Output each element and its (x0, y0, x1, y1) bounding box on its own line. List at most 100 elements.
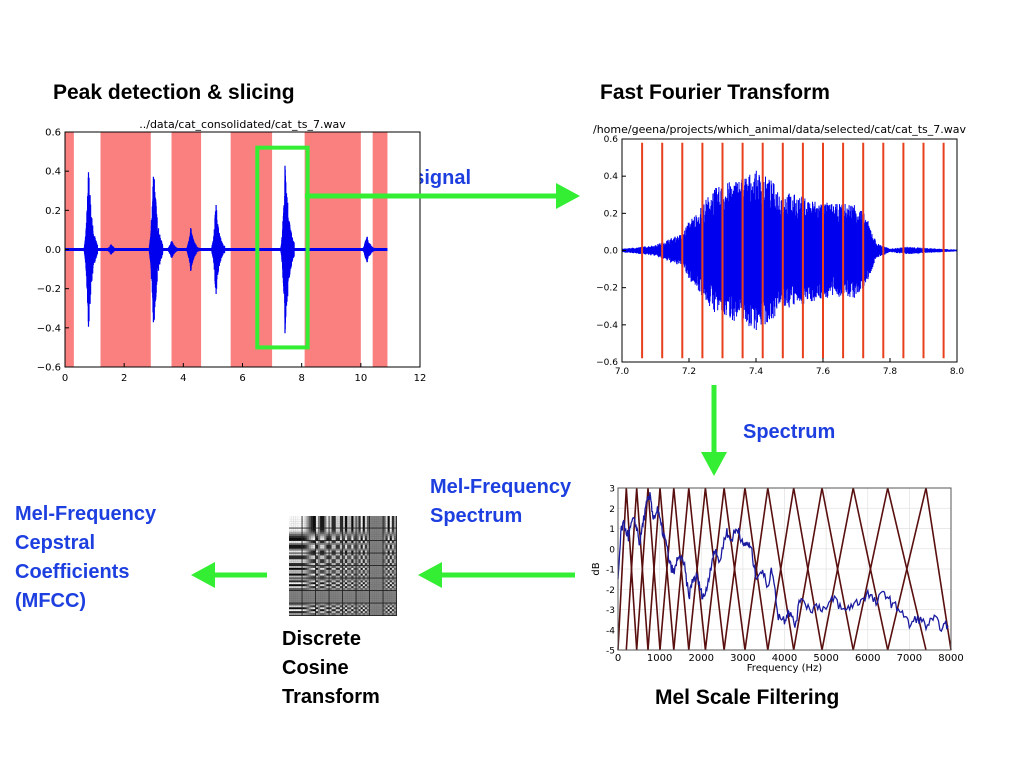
x-tick-label: 5000 (813, 653, 838, 664)
y-tick-label: 0.2 (604, 209, 618, 219)
dct-basis-cell (289, 578, 302, 591)
dct-line-1: Discrete (282, 628, 361, 650)
highlight-box (255, 145, 310, 350)
y-tick-label: −0.6 (37, 363, 61, 374)
y-tick-label: −0.2 (596, 284, 618, 294)
dct-basis-cell (289, 553, 302, 566)
dct-basis-cell (329, 553, 343, 566)
dct-basis-cell (383, 528, 397, 541)
dct-basis-cell (383, 566, 397, 578)
dct-basis-cell (302, 553, 316, 566)
x-tick-label: 2 (121, 373, 127, 384)
waveform-peak (148, 176, 164, 323)
dct-heading: Discrete Cosine Transform (282, 625, 380, 712)
y-tick-label: -3 (606, 606, 615, 616)
x-tick-label: 8 (298, 373, 304, 384)
spectrum-label: Spectrum (743, 421, 836, 443)
y-tick-label: 0.2 (45, 206, 61, 217)
y-tick-label: −0.2 (37, 284, 61, 295)
dct-basis-cell (383, 578, 397, 591)
arrow-mel-spectrum-head (418, 562, 442, 588)
dct-basis-cell (356, 553, 370, 566)
x-tick-label: 2000 (689, 653, 714, 664)
y-tick-label: 0.0 (604, 247, 619, 257)
dct-basis-cell (316, 578, 329, 591)
dct-basis-cell (289, 566, 302, 578)
y-tick-label: 0 (609, 545, 615, 555)
dct-basis-cell (383, 603, 397, 616)
y-tick-label: −0.4 (596, 321, 618, 331)
dct-basis-cell (343, 591, 356, 603)
chart-title: /home/geena/projects/which_animal/data/s… (593, 123, 966, 136)
y-tick-label: -4 (606, 626, 615, 636)
mfcc-line-4: (MFCC) (15, 590, 87, 612)
dct-basis-cell (329, 528, 343, 541)
y-axis-label: dB (591, 562, 602, 575)
x-tick-label: 7.2 (682, 367, 696, 377)
x-tick-label: 7.0 (615, 367, 630, 377)
dct-basis-cell (370, 553, 383, 566)
dct-basis-cell (370, 578, 383, 591)
mfcc-line-3: Coefficients (15, 561, 130, 583)
y-tick-label: 1 (609, 525, 615, 535)
y-tick-label: 0.4 (45, 167, 61, 178)
y-tick-label: -5 (606, 647, 615, 657)
y-tick-label: -2 (606, 586, 615, 596)
x-tick-label: 10 (354, 373, 367, 384)
dct-basis-cell (289, 541, 302, 553)
dct-basis-cell (356, 578, 370, 591)
fft-slice-chart: 7.0 7.2 7.4 7.6 7.8 8.0 0.6 0.4 0.2 0.0 −0.2 −0.4 −0… (593, 123, 966, 377)
dct-basis-cell (356, 541, 370, 553)
x-tick-label: 12 (414, 373, 427, 384)
arrow-spectrum-head (701, 452, 727, 476)
dct-basis-cell (343, 541, 356, 553)
dct-basis-cell (329, 516, 343, 528)
waveform-peak (210, 205, 226, 294)
x-tick-label: 6000 (855, 653, 880, 664)
x-tick-label: 4000 (772, 653, 797, 664)
dct-basis-cell (370, 528, 383, 541)
waveform-peak (185, 228, 200, 271)
waveform-peak (361, 236, 376, 263)
dct-basis-cell (302, 578, 316, 591)
dct-basis-cell (316, 553, 329, 566)
dct-basis-cell (329, 541, 343, 553)
mel-spectrum-label: Mel-Frequency Spectrum (430, 473, 571, 531)
mel-spectrum-line-1: Mel-Frequency (430, 476, 572, 498)
dct-basis-cell (356, 516, 370, 528)
dct-basis-cell (383, 553, 397, 566)
dct-basis-cell (302, 516, 316, 528)
waveform-peak (82, 172, 98, 327)
dct-basis-image (289, 516, 397, 616)
x-tick-label: 1000 (647, 653, 672, 664)
waveform-peak (279, 165, 295, 334)
mfcc-label: Mel-Frequency Cepstral Coefficients (MFC… (15, 500, 156, 616)
dct-basis-cell (383, 541, 397, 553)
dct-basis-cell (343, 516, 356, 528)
chart-title: ../data/cat_consolidated/cat_ts_7.wav (139, 118, 346, 131)
y-tick-label: 0.6 (604, 135, 619, 145)
dct-basis-cell (316, 541, 329, 553)
peak-detection-heading: Peak detection & slicing (53, 81, 295, 104)
peak-detection-chart: 0 2 4 6 8 10 12 0.6 0.4 0.2 0.0 −0.2 −0.4 −0.6 ../data… (37, 118, 427, 384)
dct-basis-cell (289, 603, 302, 616)
dct-basis-cell (356, 528, 370, 541)
dct-basis-cell (356, 591, 370, 603)
dct-basis-cell (302, 603, 316, 616)
x-tick-label: 7.6 (816, 367, 831, 377)
dct-basis-cell (289, 516, 302, 528)
x-tick-label: 3000 (730, 653, 755, 664)
dct-basis-cell (289, 528, 302, 541)
dct-basis-cell (329, 591, 343, 603)
y-tick-label: −0.6 (596, 358, 618, 368)
fft-heading: Fast Fourier Transform (600, 81, 830, 104)
x-tick-label: 8.0 (950, 367, 965, 377)
dct-basis-cell (383, 516, 397, 528)
dct-basis-cell (343, 566, 356, 578)
dct-basis-cell (370, 566, 383, 578)
mfcc-line-2: Cepstral (15, 532, 96, 554)
dct-basis-cell (316, 591, 329, 603)
dct-basis-cell (302, 591, 316, 603)
dct-basis-cell (289, 591, 302, 603)
y-tick-label: 2 (609, 505, 615, 515)
